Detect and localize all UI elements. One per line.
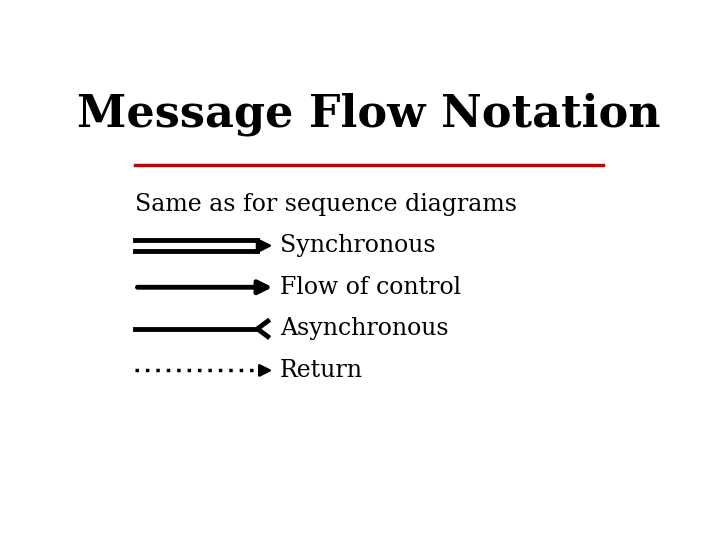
- Text: Synchronous: Synchronous: [280, 234, 436, 257]
- Text: Same as for sequence diagrams: Same as for sequence diagrams: [135, 193, 517, 215]
- Text: Asynchronous: Asynchronous: [280, 318, 449, 340]
- Text: Message Flow Notation: Message Flow Notation: [77, 93, 661, 137]
- Text: Flow of control: Flow of control: [280, 276, 461, 299]
- Text: Return: Return: [280, 359, 363, 382]
